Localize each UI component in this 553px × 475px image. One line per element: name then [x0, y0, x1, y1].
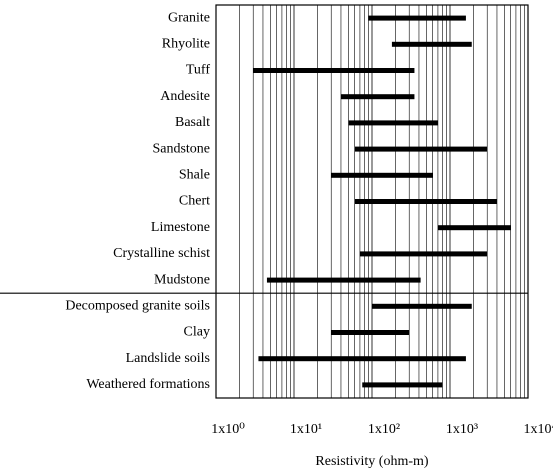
y-tick-label: Chert	[179, 194, 210, 209]
range-bar	[331, 330, 410, 335]
x-tick-label: 1x10¹	[290, 422, 322, 437]
y-tick-label: Landslide soils	[126, 351, 210, 366]
x-tick-label: 1x10³	[446, 422, 478, 437]
y-tick-label: Tuff	[186, 63, 210, 78]
plot-frame	[215, 4, 529, 399]
range-bar	[340, 94, 415, 100]
range-bar	[354, 146, 488, 152]
y-tick-label: Andesite	[160, 89, 210, 104]
y-tick-label: Limestone	[151, 220, 210, 235]
range-bar	[372, 303, 472, 309]
range-bar	[391, 41, 472, 47]
range-bar	[253, 68, 415, 73]
y-tick-label: Granite	[168, 10, 210, 25]
y-tick-label: Sandstone	[152, 141, 210, 156]
x-axis-label: Resistivity (ohm-m)	[315, 454, 429, 469]
range-bar	[437, 225, 511, 231]
y-tick-label: Basalt	[175, 115, 210, 130]
range-bar	[258, 356, 466, 362]
y-tick-label: Clay	[184, 325, 210, 340]
y-tick-label: Crystalline schist	[113, 246, 210, 261]
range-bar	[266, 277, 421, 283]
y-tick-label: Shale	[179, 168, 210, 183]
range-bar	[348, 120, 438, 126]
y-tick-label: Decomposed granite soils	[65, 299, 210, 314]
x-tick-label: 1x10⁴	[524, 422, 553, 437]
range-bar	[362, 382, 443, 388]
y-tick-label: Rhyolite	[162, 37, 210, 52]
x-tick-label: 1x10⁰	[211, 422, 245, 437]
y-tick-label: Mudstone	[154, 272, 210, 287]
range-bar	[359, 251, 488, 257]
range-bar	[331, 172, 433, 178]
range-bar	[354, 199, 497, 204]
range-bar	[368, 15, 466, 21]
x-tick-label: 1x10²	[368, 422, 400, 437]
y-tick-label: Weathered formations	[86, 377, 210, 392]
